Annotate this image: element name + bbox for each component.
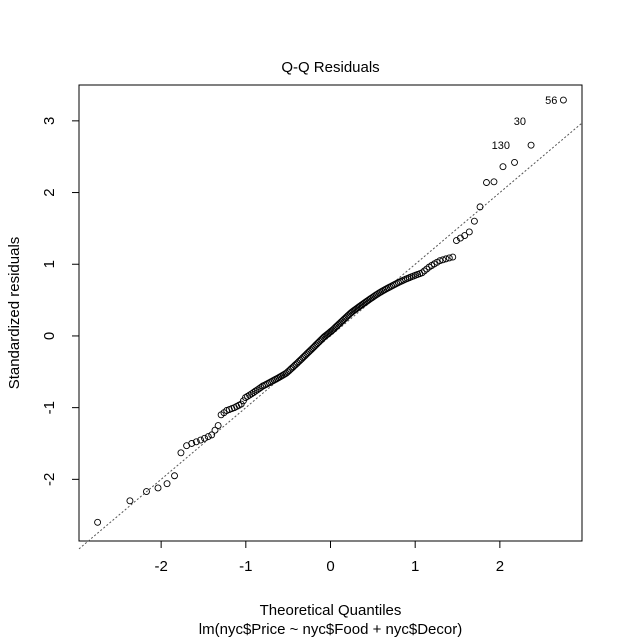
qq-point <box>461 232 469 240</box>
qq-point <box>445 254 453 262</box>
x-tick-label: -1 <box>239 558 252 575</box>
qq-point <box>483 179 490 186</box>
qq-point <box>197 436 205 444</box>
qq-point <box>418 269 426 277</box>
qq-point <box>470 217 478 225</box>
x-axis-label: Theoretical Quantiles <box>260 602 402 619</box>
chart-title: Q-Q Residuals <box>281 59 379 76</box>
qq-point <box>192 438 200 446</box>
qq-point <box>449 253 457 261</box>
chart-subtitle: lm(nyc$Price ~ nyc$Food + nyc$Decor) <box>199 621 462 638</box>
point-label: 30 <box>514 116 526 128</box>
qq-point <box>527 141 535 149</box>
qq-point <box>476 203 484 211</box>
y-tick-label: -2 <box>41 473 58 486</box>
qq-point <box>143 488 150 495</box>
x-tick-label: 2 <box>496 558 504 575</box>
x-tick-label: -2 <box>154 558 167 575</box>
qq-point <box>559 96 567 104</box>
plot-frame <box>78 84 583 542</box>
qq-point <box>188 440 196 447</box>
qq-point <box>499 163 507 171</box>
x-tick-label: 1 <box>411 558 419 575</box>
y-tick-label: 1 <box>41 260 58 268</box>
qq-point <box>177 449 185 457</box>
qq-point <box>201 434 208 442</box>
y-axis-label: Standardized residuals <box>6 237 23 390</box>
qq-point <box>420 267 428 275</box>
qq-point <box>126 497 134 505</box>
qq-point <box>439 256 447 264</box>
qq-point <box>257 383 265 391</box>
y-tick-label: -1 <box>41 401 58 414</box>
y-tick-label: 0 <box>41 332 58 340</box>
qq-point <box>154 484 162 492</box>
qq-point <box>211 426 219 434</box>
point-label: 56 <box>545 95 557 107</box>
qq-point <box>490 178 498 186</box>
qq-point <box>436 257 444 265</box>
qq-point <box>465 228 473 236</box>
qq-point <box>442 255 450 263</box>
y-tick-label: 2 <box>41 188 58 196</box>
qq-point <box>208 431 216 439</box>
qq-point <box>163 480 171 488</box>
y-tick-label: 3 <box>41 117 58 125</box>
qq-point <box>94 518 102 526</box>
point-label: 130 <box>492 140 510 152</box>
qq-point <box>214 422 222 430</box>
qq-point <box>511 158 518 166</box>
qq-point <box>171 472 178 480</box>
x-tick-label: 0 <box>326 558 334 575</box>
qq-point <box>204 433 212 441</box>
